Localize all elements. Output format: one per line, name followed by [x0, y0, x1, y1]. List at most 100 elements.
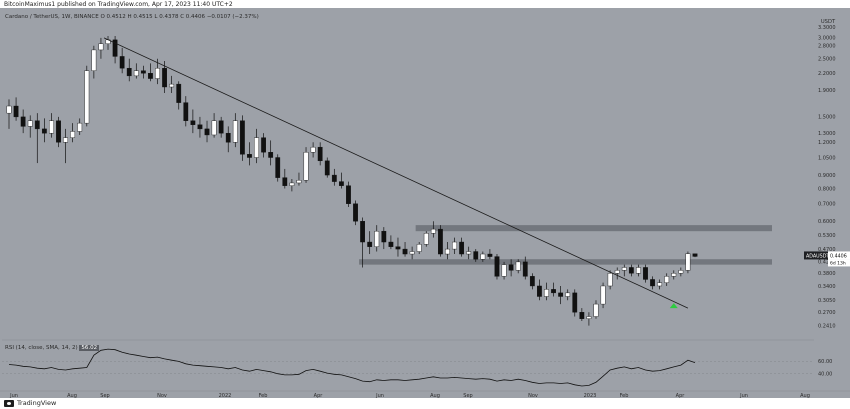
candle: [657, 279, 663, 290]
candle-body: [621, 267, 627, 271]
candle: [452, 237, 457, 255]
candle: [261, 133, 266, 158]
symbol-info: Cardano / TetherUS, 1W, BINANCE O 0.4512…: [5, 14, 259, 20]
candle: [324, 157, 330, 178]
chart-area[interactable]: USDT 3.3000 3.0000 2.8000 2.5000 2.2000 1.9000…: [0, 8, 850, 399]
candle: [119, 47, 125, 74]
candle-body: [650, 279, 655, 287]
candle: [628, 264, 634, 277]
candle: [133, 63, 139, 79]
candle: [98, 37, 104, 59]
candle-body: [607, 273, 613, 287]
footer-brand[interactable]: TradingView: [17, 399, 57, 407]
candle: [239, 115, 245, 161]
time-tick-label: Sep: [463, 393, 472, 398]
candle: [459, 237, 465, 257]
candle-body: [169, 83, 175, 88]
candle-body: [636, 267, 641, 274]
candle: [685, 251, 691, 274]
ohlc-low: L 0.4378: [154, 14, 179, 20]
candle-body: [296, 180, 302, 184]
candle: [664, 273, 670, 286]
footer[interactable]: TradingView: [4, 399, 56, 407]
rsi-title: RSI (14, close, SMA, 14, 2): [5, 345, 78, 351]
candle-body: [20, 116, 26, 127]
rsi-panel: 60.00 40.00: [2, 348, 832, 387]
trendline-layer: [103, 37, 689, 309]
candle-body: [657, 282, 663, 287]
candle-body: [522, 261, 528, 277]
candle-body: [162, 67, 167, 88]
candle-body: [643, 267, 648, 280]
candle: [169, 75, 175, 93]
candle: [296, 172, 302, 186]
publisher-line: BitcoinMaximus1 published on TradingView…: [4, 1, 233, 8]
candle: [247, 142, 252, 166]
candle-body: [395, 246, 401, 250]
price-tick-label: 0.7000: [818, 202, 836, 208]
price-tick-label: 1.3000: [818, 131, 836, 137]
candle-body: [445, 248, 450, 255]
time-tick-label: Feb: [620, 393, 629, 398]
price-tick-label: 3.0000: [818, 36, 836, 42]
candle-body: [374, 230, 380, 247]
axis-currency: USDT: [821, 19, 836, 25]
candle-body: [473, 251, 479, 260]
candle-body: [664, 276, 670, 283]
tradingview-logo-icon: [4, 399, 14, 407]
candle-body: [628, 267, 634, 274]
time-axis: Jun Aug Sep Nov 2022 Feb Apr Jun Aug Sep Nov 2023 Fe…: [0, 390, 850, 399]
candle: [353, 200, 358, 226]
price-tick-label: 0.6000: [818, 219, 836, 225]
candle-body: [282, 177, 288, 186]
candle-body: [466, 251, 472, 255]
candle-body: [176, 83, 182, 103]
candle: [91, 45, 97, 79]
candle-body: [508, 264, 514, 271]
candle: [621, 264, 627, 277]
candle-body: [317, 146, 323, 162]
price-tick-label: 3.3000: [818, 25, 836, 31]
candle: [494, 254, 500, 280]
candle-body: [558, 292, 564, 297]
candle-body: [204, 128, 210, 136]
candle: [268, 140, 274, 166]
candle: [402, 242, 408, 257]
candle-body: [565, 292, 571, 297]
candle: [487, 249, 493, 260]
candle-body: [197, 124, 203, 130]
candle-body: [452, 241, 457, 250]
candle: [289, 178, 295, 192]
candle: [6, 99, 12, 129]
candle-body: [218, 120, 224, 134]
candle-body: [119, 56, 125, 69]
candle: [254, 128, 259, 164]
candle-body: [678, 270, 684, 274]
candle: [692, 253, 698, 258]
candle: [416, 242, 422, 255]
resistance-zone: [415, 225, 772, 232]
candle: [183, 96, 189, 127]
candle-body: [402, 248, 408, 255]
candle: [331, 168, 337, 186]
candle: [70, 123, 76, 143]
candle: [607, 270, 613, 290]
candle: [473, 249, 479, 262]
price-tick-label: 2.5000: [818, 56, 836, 62]
candle-body: [140, 70, 146, 74]
candle-body: [381, 230, 387, 243]
candle-body: [409, 251, 415, 255]
candle: [522, 256, 528, 280]
candle-body: [537, 285, 542, 297]
candle: [346, 181, 351, 208]
candle-body: [579, 312, 585, 319]
candle-body: [430, 228, 436, 234]
candle: [126, 58, 132, 82]
candle: [218, 116, 224, 138]
price-tick-label: 0.3050: [818, 298, 836, 304]
candle: [529, 273, 535, 290]
candle-body: [148, 73, 153, 79]
